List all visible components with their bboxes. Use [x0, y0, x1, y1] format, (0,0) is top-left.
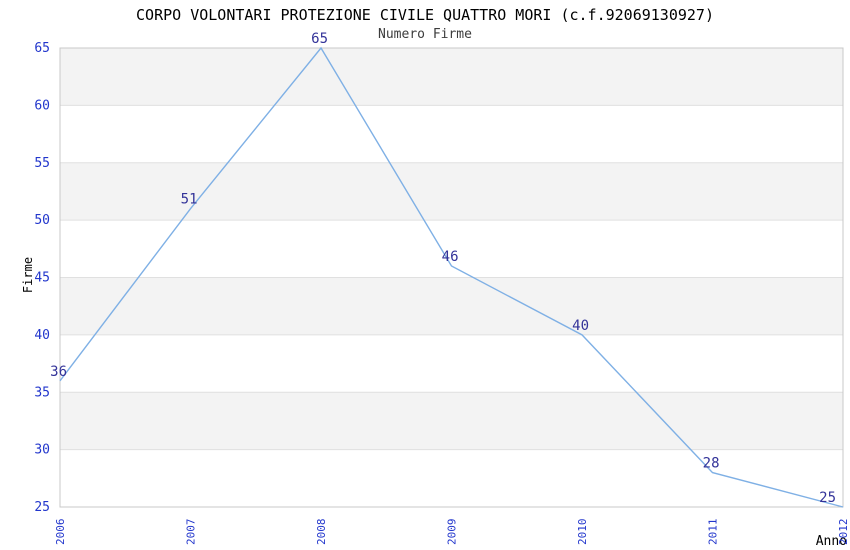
x-axis-title: Anno	[815, 534, 847, 549]
x-tick-label: 2006	[54, 519, 67, 546]
x-tick-label: 2011	[707, 519, 720, 546]
y-tick-label: 55	[34, 156, 50, 171]
plot-band	[60, 277, 843, 335]
plot-band	[60, 162, 843, 221]
y-tick-label: 65	[34, 41, 50, 56]
plot-band	[60, 48, 843, 106]
plot-band	[60, 392, 843, 450]
data-label: 36	[50, 364, 67, 380]
data-label: 51	[181, 192, 198, 208]
y-tick-label: 35	[34, 385, 50, 400]
y-tick-label: 60	[34, 98, 50, 113]
data-label: 46	[442, 249, 459, 265]
y-tick-label: 50	[34, 213, 50, 228]
data-label: 25	[819, 490, 836, 506]
chart-title: CORPO VOLONTARI PROTEZIONE CIVILE QUATTR…	[136, 6, 714, 24]
line-series	[59, 46, 844, 508]
y-tick-label: 25	[34, 500, 50, 515]
data-label: 28	[703, 456, 720, 472]
data-label: 40	[572, 318, 589, 334]
chart-subtitle: Numero Firme	[378, 27, 472, 42]
y-tick-label: 40	[34, 328, 50, 343]
x-tick-label: 2009	[446, 519, 459, 546]
x-tick-label: 2008	[315, 519, 328, 546]
x-tick-label: 2010	[576, 519, 589, 546]
y-tick-label: 30	[34, 443, 50, 458]
x-tick-label: 2012	[837, 519, 850, 546]
plot-frame	[59, 47, 844, 508]
data-label: 65	[311, 31, 328, 47]
y-tick-label: 45	[34, 271, 50, 286]
x-tick-label: 2007	[185, 519, 198, 546]
